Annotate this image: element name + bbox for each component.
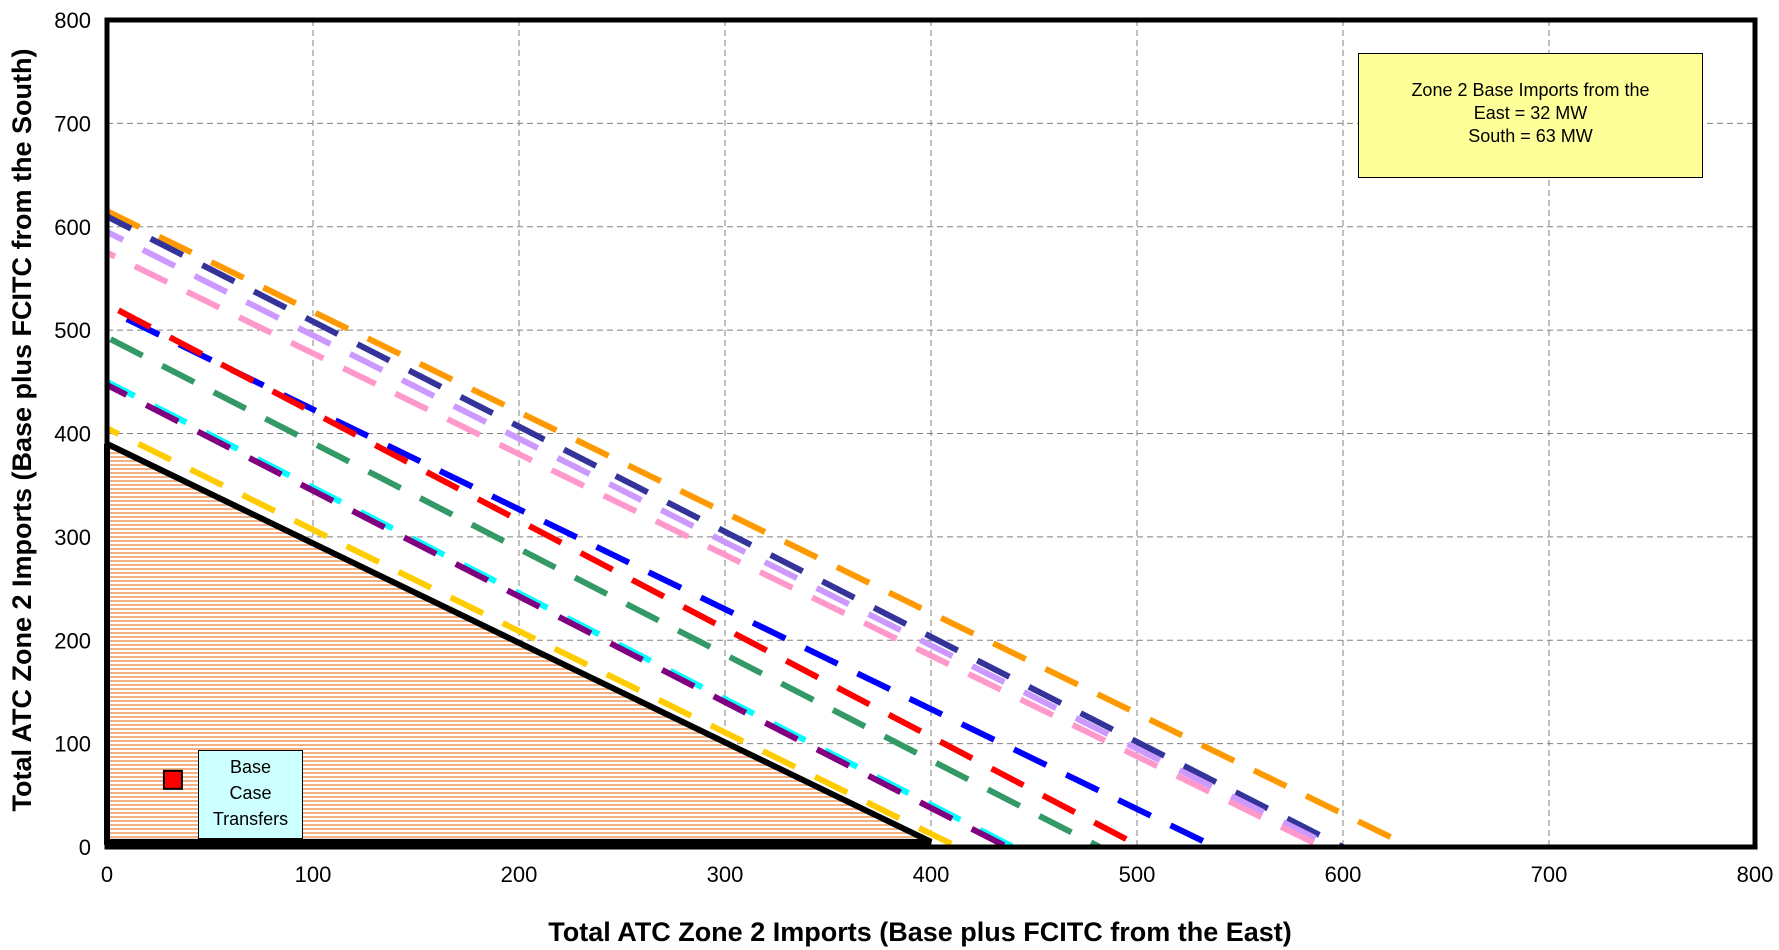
limit-line (105, 425, 960, 850)
data-points (162, 769, 183, 790)
x-tick-label: 400 (913, 862, 950, 887)
y-tick-label: 200 (54, 628, 91, 653)
y-tick-label: 0 (79, 835, 91, 860)
y-tick-label: 700 (54, 111, 91, 136)
x-axis-title: Total ATC Zone 2 Imports (Base plus FCIT… (548, 917, 1292, 947)
limit-line (105, 301, 1143, 850)
limit-lines (105, 208, 1413, 850)
limit-line (105, 249, 1324, 850)
x-tick-label: 600 (1325, 862, 1362, 887)
x-tick-label: 500 (1119, 862, 1156, 887)
tick-labels: 0 100 200 300 400 500 600 700 800 0 100 200 300 400 50… (54, 8, 1773, 887)
x-tick-label: 800 (1737, 862, 1774, 887)
plot-border (104, 17, 1758, 850)
y-tick-label: 800 (54, 8, 91, 33)
limit-line (105, 334, 1102, 850)
base-imports-note: Zone 2 Base Imports from the East = 32 M… (1358, 53, 1703, 178)
plot-frame (104, 17, 1758, 850)
base-case-point (162, 769, 183, 790)
y-axis-title: Total ATC Zone 2 Imports (Base plus FCIT… (7, 48, 37, 811)
x-tick-label: 100 (295, 862, 332, 887)
base-imports-east-line: East = 32 MW (1473, 103, 1588, 123)
base-case-label-line: Transfers (212, 809, 289, 829)
limit-line (105, 208, 1413, 850)
base-case-label: Base Case Transfers (198, 750, 303, 839)
base-imports-note-line: Zone 2 Base Imports from the (1411, 80, 1650, 100)
x-tick-label: 0 (101, 862, 113, 887)
base-case-label-line: Base (229, 757, 272, 777)
y-tick-label: 400 (54, 422, 91, 447)
limit-line (105, 213, 1345, 850)
base-case-label-line: Case (229, 783, 272, 803)
limit-line (105, 382, 1009, 850)
y-tick-label: 600 (54, 215, 91, 240)
x-tick-label: 200 (501, 862, 538, 887)
x-tick-label: 300 (707, 862, 744, 887)
y-tick-label: 500 (54, 318, 91, 343)
base-imports-south-line: South = 63 MW (1468, 126, 1593, 146)
gridlines (107, 20, 1755, 847)
y-tick-label: 300 (54, 525, 91, 550)
limit-line (105, 229, 1335, 850)
y-tick-label: 100 (54, 732, 91, 757)
x-tick-label: 700 (1531, 862, 1568, 887)
